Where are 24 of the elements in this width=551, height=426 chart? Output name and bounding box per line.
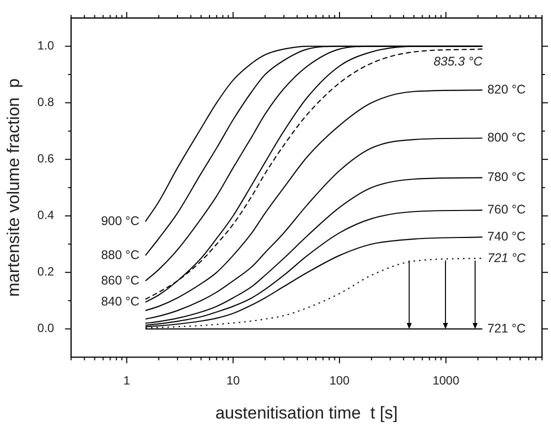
x-tick-label: 10 [226,374,240,388]
legend-label: 760 °C [487,202,526,217]
series-label: 840 °C [101,294,140,309]
legend-label: 740 °C [487,230,526,244]
y-tick-label: 1.0 [37,38,54,53]
y-tick-label: 0.4 [37,208,54,222]
x-tick-label: 100 [330,374,350,388]
y-tick-label: 0.8 [37,95,54,110]
y-tick-label: 0.2 [37,264,54,279]
x-tick-label: 1000 [432,374,460,388]
series-label: 835.3 °C [434,54,484,69]
series-label: 880 °C [101,248,140,262]
series-label: 900 °C [101,214,140,228]
series-label: 780 °C [487,170,526,184]
y-tick-label: 0.6 [37,152,54,166]
series-label: 820 °C [487,82,526,97]
x-axis-title: austenitisation time t [s] [215,403,398,422]
y-tick-label: 0.0 [37,321,54,336]
series-label: 860 °C [101,273,140,288]
legend-label: 721 °C [487,321,526,336]
legend-label: 800 °C [487,130,526,145]
series-label: 721 °C [487,250,527,265]
y-axis-title: martensite volume fraction p [4,78,23,297]
x-tick-label: 1 [123,374,130,388]
